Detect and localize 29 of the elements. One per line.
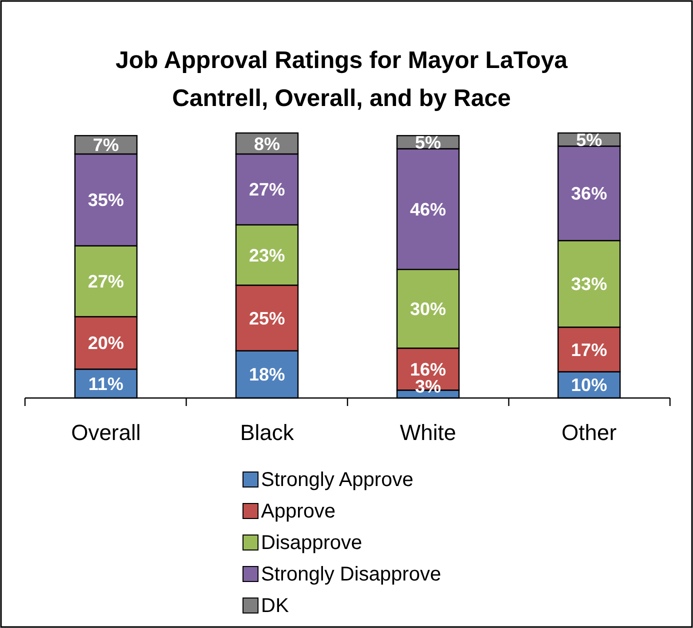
legend-label: Strongly Disapprove (261, 564, 442, 586)
x-tick-label: Black (240, 420, 295, 445)
data-label: 27% (88, 272, 124, 292)
data-label: 5% (415, 132, 442, 152)
chart-title: Job Approval Ratings for Mayor LaToya Cantrell, Overall, and by Race (115, 47, 568, 112)
x-tick-label: White (400, 420, 456, 445)
data-label: 35% (88, 190, 124, 210)
data-label: 5% (576, 130, 602, 150)
data-label: 36% (571, 184, 608, 204)
x-tick-label: Overall (71, 420, 141, 445)
data-label: 46% (410, 199, 446, 220)
data-label: 23% (248, 245, 285, 266)
data-label: 20% (88, 333, 124, 354)
data-label: 30% (410, 299, 446, 320)
data-label: 11% (88, 374, 124, 394)
data-label: 27% (248, 180, 285, 200)
legend-label: Approve (261, 500, 336, 522)
data-label: 17% (571, 340, 608, 360)
data-label: 25% (248, 308, 285, 328)
legend-label: Strongly Approve (261, 469, 414, 491)
data-label: 16% (410, 359, 446, 380)
data-label: 18% (248, 364, 285, 385)
data-label: 33% (571, 274, 608, 294)
data-label: 8% (254, 134, 280, 154)
data-label: 10% (571, 375, 608, 396)
x-tick-label: Other (562, 420, 617, 445)
data-label: 7% (92, 135, 119, 156)
legend-label: Disapprove (261, 532, 362, 554)
legend-label: DK (261, 595, 290, 617)
